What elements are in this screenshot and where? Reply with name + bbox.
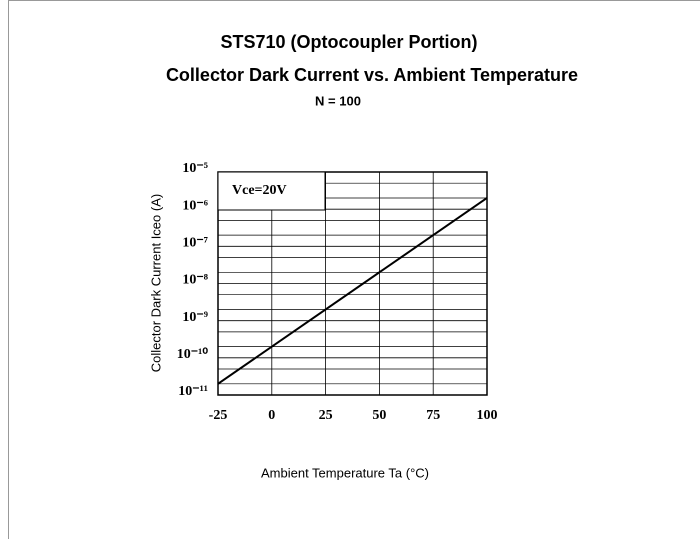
y-tick-label: 10⁻⁸ [182,273,208,288]
annotation: Vce=20V [232,183,287,198]
y-tick-label: 10⁻¹¹ [178,384,208,399]
y-tick-label: 10⁻⁷ [182,236,208,251]
x-tick-label: 0 [268,408,275,423]
y-tick-label: 10⁻⁹ [182,310,208,325]
x-tick-label: 25 [319,408,333,423]
data-line [217,197,488,385]
x-tick-label: -25 [209,408,228,423]
y-tick-label: 10⁻¹⁰ [177,347,209,362]
x-axis-label: Ambient Temperature Ta (°C) [261,465,429,480]
chart-subtitle: Collector Dark Current vs. Ambient Tempe… [166,65,578,85]
x-tick-label: 50 [372,408,386,423]
chart-note: N = 100 [315,93,361,108]
y-tick-label: 10⁻⁶ [182,198,208,213]
plot-frame [217,171,488,396]
chart-title: STS710 (Optocoupler Portion) [220,32,477,52]
x-tick-label: 100 [477,408,498,423]
x-tick-label: 75 [426,408,440,423]
y-tick-label: 10⁻⁵ [182,161,208,176]
annotation-box [217,171,326,211]
y-axis-label: Collector Dark Current Iceo (A) [148,194,163,372]
